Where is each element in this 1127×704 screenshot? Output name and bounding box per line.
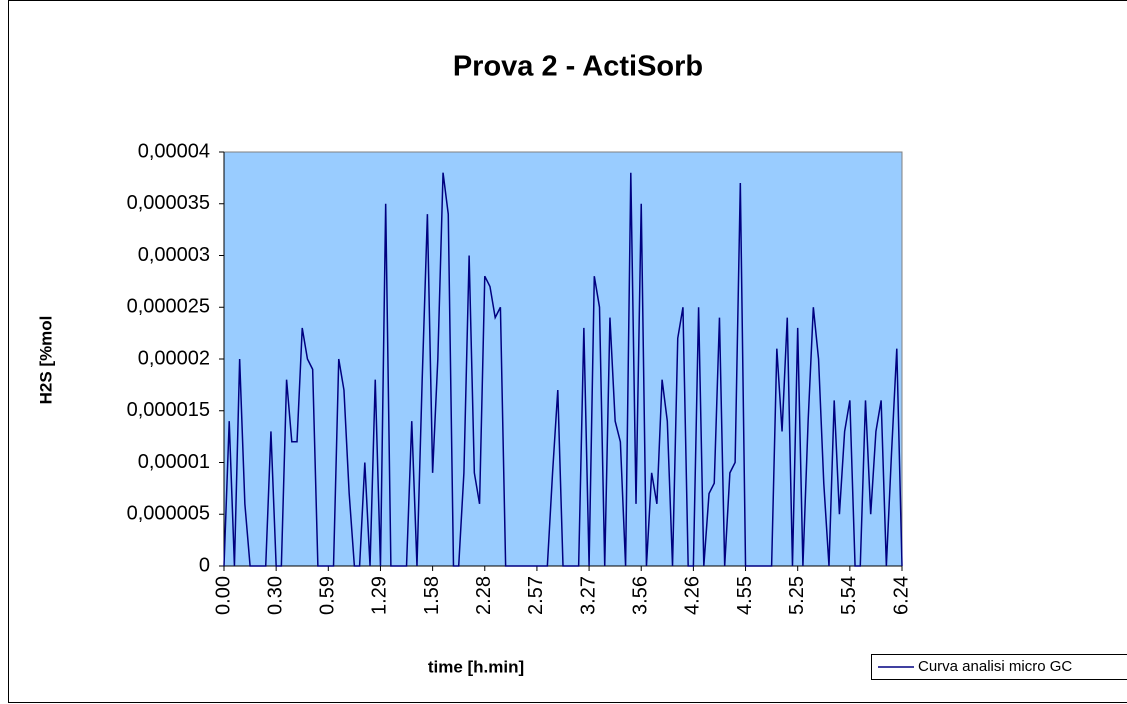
x-tick-label: 3.56 bbox=[630, 576, 652, 615]
x-tick-label: 1.29 bbox=[369, 576, 391, 615]
plot-area bbox=[223, 151, 903, 567]
legend-box bbox=[871, 654, 1127, 680]
y-axis-label: H2S [%mol bbox=[36, 316, 55, 405]
x-tick-label: 5.54 bbox=[838, 576, 860, 615]
x-tick-label: 4.26 bbox=[682, 576, 704, 615]
x-axis-label: time [h.min] bbox=[428, 657, 524, 676]
x-tick-label: 6.24 bbox=[890, 576, 912, 615]
chart-title: Prova 2 - ActiSorb bbox=[453, 51, 703, 83]
x-tick-label: 2.28 bbox=[473, 576, 495, 615]
x-tick-label: 0.30 bbox=[264, 576, 286, 615]
x-tick-label: 0.59 bbox=[317, 576, 339, 615]
y-tick-label: 0,00002 bbox=[138, 347, 210, 369]
data-line bbox=[223, 172, 903, 567]
x-tick-label: 3.27 bbox=[577, 576, 599, 615]
x-tick-label: 5.25 bbox=[786, 576, 808, 615]
y-tick-label: 0 bbox=[199, 554, 210, 576]
y-tick-label: 0,000025 bbox=[127, 296, 210, 318]
x-tick-label: 0.00 bbox=[212, 576, 234, 615]
x-tick-label: 1.58 bbox=[421, 576, 443, 615]
legend-label: Curva analisi micro GC bbox=[918, 658, 1072, 675]
y-tick-label: 0,00004 bbox=[138, 140, 210, 162]
y-tick-label: 0,00001 bbox=[138, 451, 210, 473]
x-tick-label: 2.57 bbox=[525, 576, 547, 615]
y-tick-label: 0,000035 bbox=[127, 192, 210, 214]
y-tick-label: 0,000015 bbox=[127, 399, 210, 421]
x-tick-label: 4.55 bbox=[734, 576, 756, 615]
y-tick-label: 0,00003 bbox=[138, 244, 210, 266]
y-tick-label: 0,000005 bbox=[127, 503, 210, 525]
